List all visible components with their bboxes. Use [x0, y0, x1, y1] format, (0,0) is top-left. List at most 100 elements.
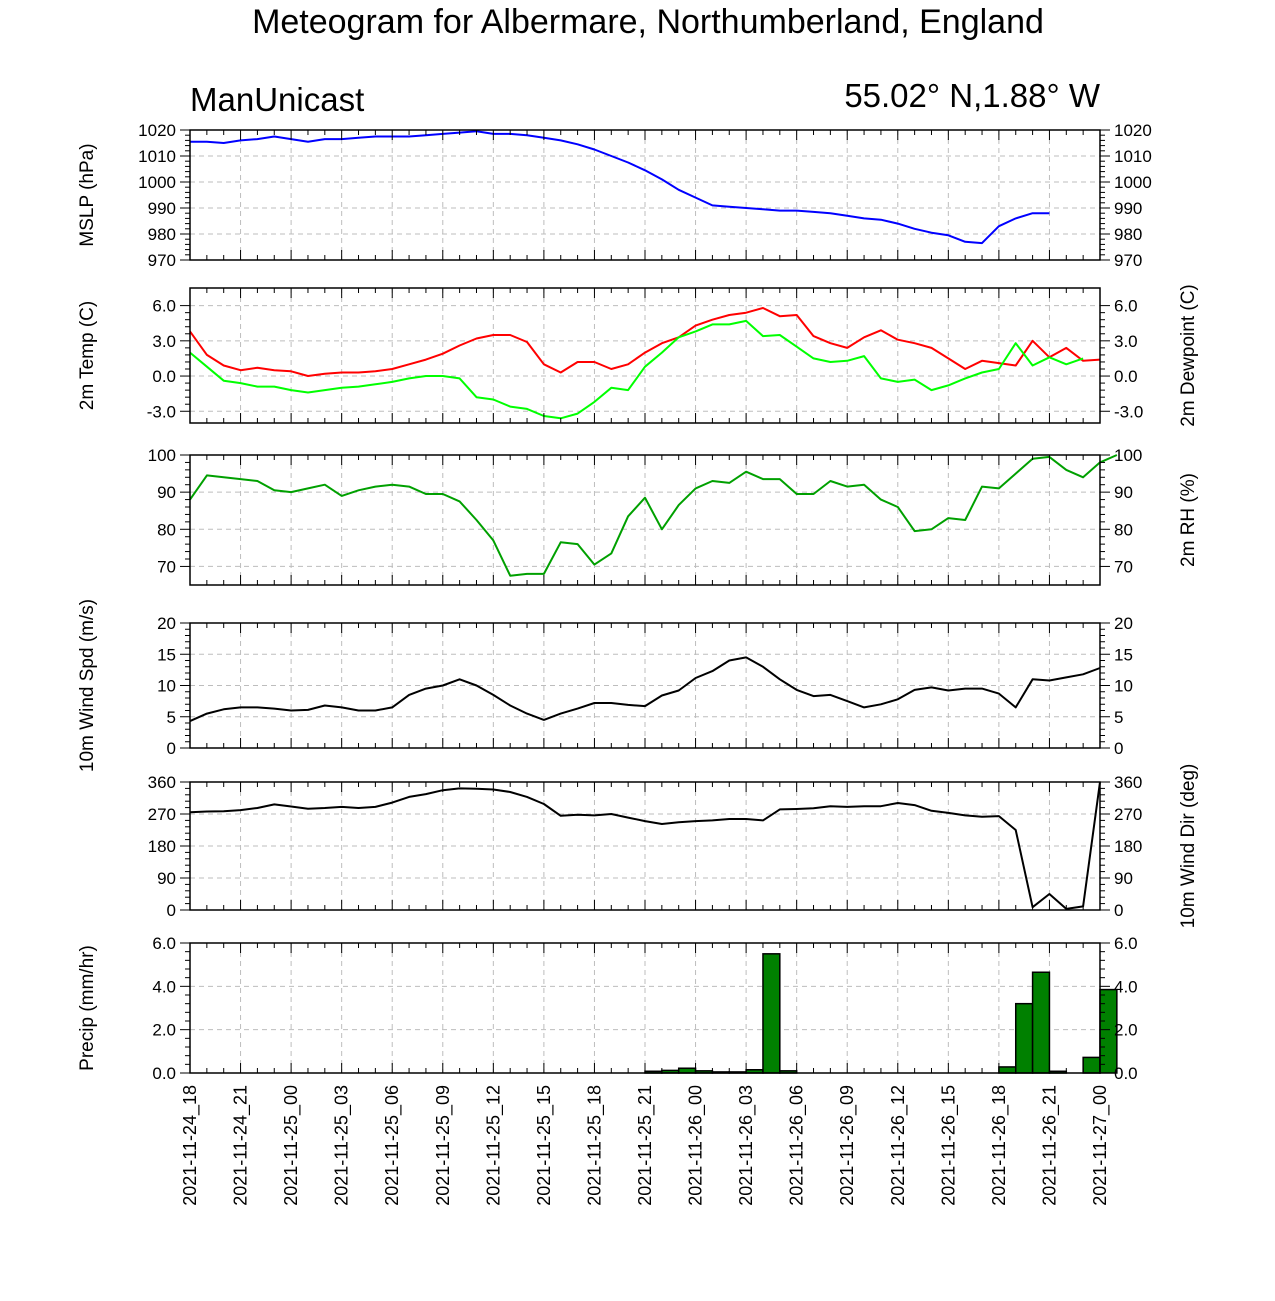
- series-line-0: [189, 781, 1101, 910]
- y-tick-label-left: 360: [148, 773, 176, 792]
- y-tick-label-right: 0: [1114, 901, 1123, 920]
- x-tick-label: 2021-11-25_12: [483, 1085, 504, 1206]
- time-axis: 2021-11-24_18 2021-11-24_21 2021-11-25_00 2…: [180, 1085, 1111, 1206]
- panel-2: 70 70 80 80 90 90 100 100 2m RH (%): [148, 446, 1199, 586]
- panel-4: 0 0 90 90 180 180 270 270 360 360 10m Wind Dir (de…: [148, 764, 1199, 929]
- y-tick-label-left: 0.0: [152, 1064, 176, 1083]
- y-tick-label-right: 1010: [1114, 147, 1152, 166]
- x-tick-label: 2021-11-26_03: [736, 1085, 757, 1206]
- y-tick-label-right: 10: [1114, 677, 1133, 696]
- chart-title: Meteogram for Albermare, Northumberland,…: [252, 3, 1044, 41]
- y-tick-label-right: 20: [1114, 614, 1133, 633]
- y-tick-label-right: 970: [1114, 251, 1142, 270]
- y-tick-label-right: 5: [1114, 708, 1123, 727]
- series-line-0: [190, 130, 1050, 245]
- y-tick-label-right: 180: [1114, 837, 1142, 856]
- x-tick-label: 2021-11-25_18: [584, 1085, 605, 1206]
- y-tick-label-left: 90: [157, 869, 176, 888]
- x-tick-label: 2021-11-27_00: [1090, 1085, 1111, 1206]
- y-axis-title-left: Precip (mm/hr): [77, 945, 98, 1071]
- y-tick-label-left: 2.0: [152, 1021, 176, 1040]
- y-tick-label-left: 0.0: [152, 367, 176, 386]
- y-axis-title-left: 2m Temp (C): [77, 301, 98, 410]
- y-axis-title-left: 10m Wind Spd (m/s): [77, 599, 98, 772]
- x-tick-label: 2021-11-26_09: [837, 1085, 858, 1206]
- y-tick-label-right: 360: [1114, 773, 1142, 792]
- x-tick-label: 2021-11-25_03: [332, 1085, 353, 1206]
- y-tick-label-right: 6.0: [1114, 934, 1138, 953]
- y-tick-label-left: -3.0: [147, 402, 176, 421]
- precip-bar: [998, 1066, 1017, 1074]
- y-tick-label-left: 70: [157, 557, 176, 576]
- x-tick-label: 2021-11-26_21: [1039, 1085, 1060, 1206]
- panel-0: 970 970 980 980 990 990 1000 1000 1010 1010 1020 10…: [77, 121, 1152, 270]
- x-tick-label: 2021-11-25_09: [433, 1085, 454, 1206]
- y-tick-label-right: 90: [1114, 483, 1133, 502]
- y-tick-label-left: 3.0: [152, 332, 176, 351]
- y-axis-title-right: 2m RH (%): [1178, 473, 1199, 567]
- y-tick-label-right: 980: [1114, 225, 1142, 244]
- y-tick-label-right: 2.0: [1114, 1021, 1138, 1040]
- panel-5: 0.0 0.0 2.0 2.0 4.0 4.0 6.0 6.0 Precip (mm/hr): [77, 934, 1138, 1083]
- precip-bar: [1014, 1002, 1034, 1074]
- x-tick-label: 2021-11-26_06: [787, 1085, 808, 1206]
- y-axis-title-right: 2m Dewpoint (C): [1178, 284, 1199, 427]
- series-line-0: [189, 656, 1101, 723]
- y-tick-label-right: 4.0: [1114, 977, 1138, 996]
- series-line-1: [189, 319, 1084, 420]
- y-tick-label-right: 0.0: [1114, 1064, 1138, 1083]
- panel-3: 0 0 5 5 10 10 15 15 20 20 10m Wind Spd (m/s): [77, 599, 1133, 772]
- location-coordinates: 55.02° N,1.88° W: [844, 77, 1101, 114]
- y-tick-label-left: 1000: [138, 173, 176, 192]
- x-tick-label: 2021-11-26_18: [989, 1085, 1010, 1206]
- y-tick-label-right: 15: [1114, 645, 1133, 664]
- x-tick-label: 2021-11-24_18: [180, 1085, 201, 1206]
- y-tick-label-left: 1020: [138, 121, 176, 140]
- y-tick-label-right: 80: [1114, 520, 1133, 539]
- y-tick-label-left: 80: [157, 520, 176, 539]
- model-label: ManUnicast: [190, 81, 364, 118]
- y-tick-label-right: 1020: [1114, 121, 1152, 140]
- x-tick-label: 2021-11-26_15: [938, 1085, 959, 1206]
- y-tick-label-right: 990: [1114, 199, 1142, 218]
- y-tick-label-left: 5: [167, 708, 176, 727]
- precip-bar: [1082, 1056, 1101, 1074]
- y-tick-label-right: 0: [1114, 739, 1123, 758]
- x-tick-label: 2021-11-25_15: [534, 1085, 555, 1206]
- y-tick-label-left: 180: [148, 837, 176, 856]
- y-tick-label-right: 100: [1114, 446, 1142, 465]
- y-tick-label-left: 6.0: [152, 934, 176, 953]
- y-tick-label-left: 20: [157, 614, 176, 633]
- precip-bar: [762, 953, 781, 1074]
- series-line-0: [189, 307, 1101, 377]
- panel-1: -3.0 -3.0 0.0 0.0 3.0 3.0 6.0 6.0 2m Temp (C) 2m …: [77, 284, 1199, 427]
- y-axis-title-right: 10m Wind Dir (deg): [1178, 764, 1199, 929]
- y-tick-label-left: 100: [148, 446, 176, 465]
- y-tick-label-left: 270: [148, 805, 176, 824]
- x-tick-label: 2021-11-25_06: [382, 1085, 403, 1206]
- y-tick-label-right: -3.0: [1114, 402, 1143, 421]
- y-tick-label-left: 0: [167, 901, 176, 920]
- y-tick-label-left: 990: [148, 199, 176, 218]
- y-tick-label-left: 1010: [138, 147, 176, 166]
- y-tick-label-right: 270: [1114, 805, 1142, 824]
- precip-bar: [1031, 971, 1051, 1074]
- x-tick-label: 2021-11-25_21: [635, 1085, 656, 1206]
- y-tick-label-right: 6.0: [1114, 297, 1138, 316]
- y-tick-label-left: 4.0: [152, 977, 176, 996]
- y-axis-title-left: MSLP (hPa): [77, 143, 98, 246]
- y-tick-label-left: 10: [157, 677, 176, 696]
- y-tick-label-right: 0.0: [1114, 367, 1138, 386]
- x-tick-label: 2021-11-24_21: [231, 1085, 252, 1206]
- x-tick-label: 2021-11-26_12: [888, 1085, 909, 1206]
- y-tick-label-right: 3.0: [1114, 332, 1138, 351]
- y-tick-label-left: 6.0: [152, 297, 176, 316]
- y-tick-label-left: 0: [167, 739, 176, 758]
- y-tick-label-right: 70: [1114, 557, 1133, 576]
- x-tick-label: 2021-11-25_00: [281, 1085, 302, 1206]
- x-tick-label: 2021-11-26_00: [686, 1085, 707, 1206]
- y-tick-label-right: 1000: [1114, 173, 1152, 192]
- y-tick-label-left: 980: [148, 225, 176, 244]
